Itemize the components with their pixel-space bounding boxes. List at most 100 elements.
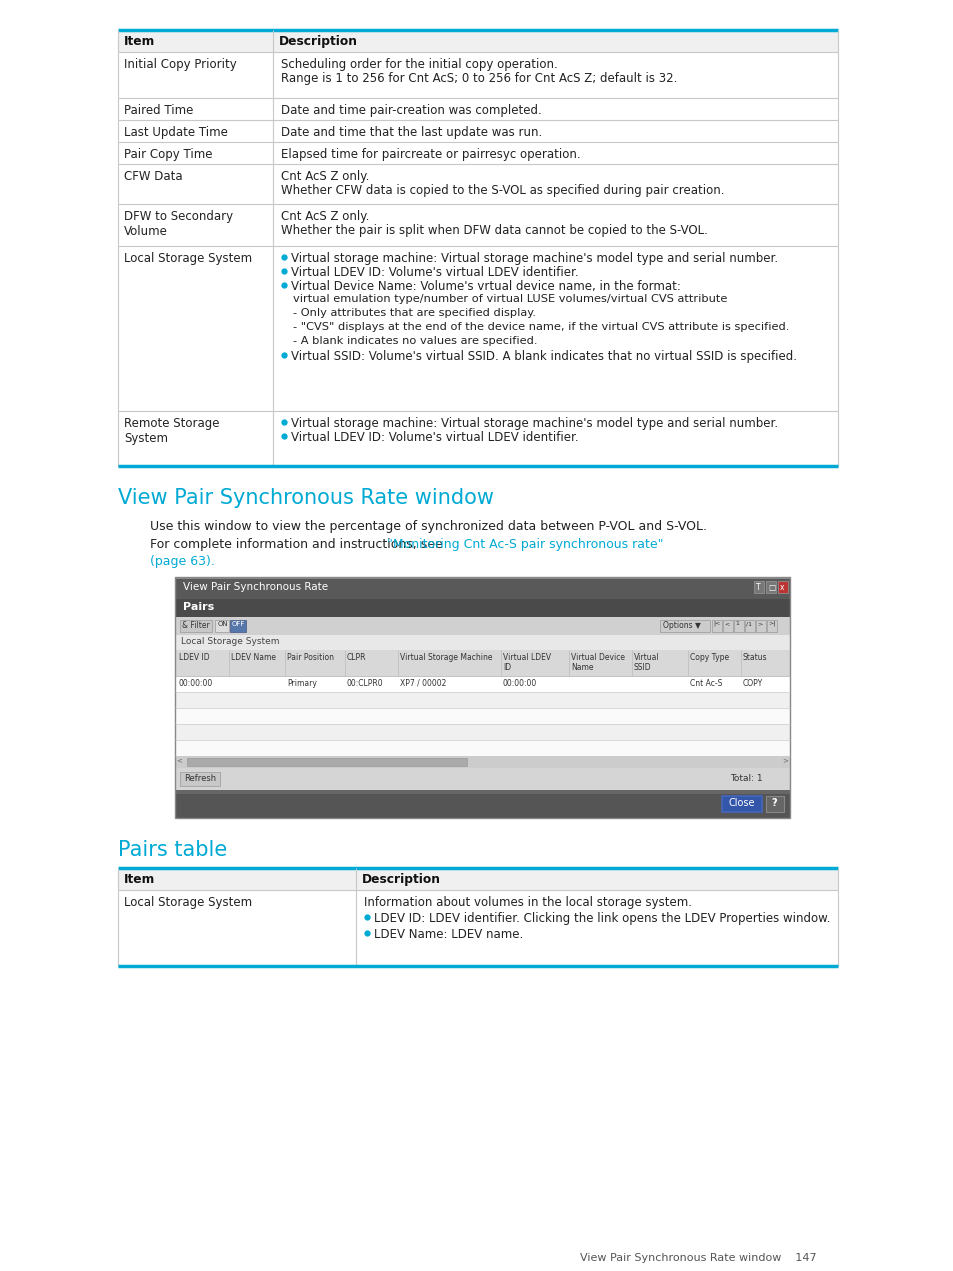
Text: Last Update Time: Last Update Time: [124, 126, 228, 139]
Text: Virtual LDEV ID: Volume's virtual LDEV identifier.: Virtual LDEV ID: Volume's virtual LDEV i…: [291, 431, 578, 444]
Bar: [174, 691, 789, 708]
Bar: [174, 577, 789, 819]
Text: virtual emulation type/number of virtual LUSE volumes/virtual CVS attribute: virtual emulation type/number of virtual…: [293, 294, 726, 304]
Text: 00:CLPR0: 00:CLPR0: [347, 679, 383, 688]
Bar: [733, 620, 743, 632]
Text: Information about volumes in the local storage system.: Information about volumes in the local s…: [363, 896, 691, 909]
Text: (page 63).: (page 63).: [150, 555, 214, 568]
Text: Local Storage System: Local Storage System: [124, 896, 252, 909]
Text: Elapsed time for paircreate or pairresyc operation.: Elapsed time for paircreate or pairresyc…: [280, 147, 579, 161]
Bar: [180, 771, 220, 785]
Bar: [755, 620, 765, 632]
Text: LDEV Name: LDEV name.: LDEV Name: LDEV name.: [374, 928, 522, 941]
Bar: [174, 768, 789, 791]
Text: Remote Storage
System: Remote Storage System: [124, 417, 219, 445]
Text: Cnt AcS Z only.: Cnt AcS Z only.: [280, 210, 369, 222]
Text: Virtual LDEV: Virtual LDEV: [502, 653, 551, 662]
Text: CFW Data: CFW Data: [124, 170, 182, 183]
Text: LDEV Name: LDEV Name: [231, 653, 275, 662]
Text: >: >: [781, 758, 787, 763]
Text: Use this window to view the percentage of synchronized data between P-VOL and S-: Use this window to view the percentage o…: [150, 520, 706, 533]
Text: <: <: [175, 758, 182, 763]
Text: Initial Copy Priority: Initial Copy Priority: [124, 58, 236, 71]
Text: Name: Name: [571, 663, 593, 672]
Bar: [230, 620, 246, 632]
Text: Pairs: Pairs: [183, 602, 214, 613]
Text: <: <: [723, 622, 729, 627]
Bar: [174, 577, 789, 580]
Text: Date and time pair-creation was completed.: Date and time pair-creation was complete…: [280, 104, 541, 117]
Bar: [187, 758, 467, 766]
Bar: [174, 649, 789, 676]
Bar: [118, 890, 837, 966]
Bar: [174, 616, 789, 636]
Bar: [722, 620, 732, 632]
Text: Pair Position: Pair Position: [287, 653, 334, 662]
Text: View Pair Synchronous Rate: View Pair Synchronous Rate: [183, 582, 328, 592]
Text: Scheduling order for the initial copy operation.: Scheduling order for the initial copy op…: [280, 58, 557, 71]
Bar: [711, 620, 721, 632]
Bar: [118, 31, 837, 52]
Text: Virtual LDEV ID: Volume's virtual LDEV identifier.: Virtual LDEV ID: Volume's virtual LDEV i…: [291, 266, 578, 280]
Text: 1: 1: [735, 622, 739, 627]
Bar: [118, 868, 837, 890]
Bar: [174, 577, 789, 599]
Text: Pair Copy Time: Pair Copy Time: [124, 147, 213, 161]
Text: Local Storage System: Local Storage System: [124, 252, 252, 264]
Text: Close: Close: [728, 798, 755, 808]
Text: Description: Description: [361, 873, 440, 886]
Text: Virtual storage machine: Virtual storage machine's model type and serial number.: Virtual storage machine: Virtual storage…: [291, 252, 777, 264]
Bar: [118, 98, 837, 119]
Text: >|: >|: [768, 622, 775, 627]
Text: ?: ?: [770, 798, 776, 808]
Text: View Pair Synchronous Rate window: View Pair Synchronous Rate window: [118, 488, 494, 508]
Text: CLPR: CLPR: [347, 653, 366, 662]
Text: ID: ID: [502, 663, 511, 672]
Text: Total: 1: Total: 1: [729, 774, 761, 783]
Text: - Only attributes that are specified display.: - Only attributes that are specified dis…: [293, 308, 536, 318]
Bar: [174, 599, 789, 616]
Text: "Monitoring Cnt Ac-S pair synchronous rate": "Monitoring Cnt Ac-S pair synchronous ra…: [387, 538, 663, 552]
Bar: [118, 164, 837, 205]
Bar: [118, 205, 837, 247]
Text: Copy Type: Copy Type: [689, 653, 728, 662]
Text: Options ▼: Options ▼: [662, 622, 700, 630]
Text: 00:00:00: 00:00:00: [179, 679, 213, 688]
Bar: [174, 724, 789, 740]
Text: View Pair Synchronous Rate window    147: View Pair Synchronous Rate window 147: [579, 1253, 816, 1263]
Bar: [118, 52, 837, 98]
Text: Paired Time: Paired Time: [124, 104, 193, 117]
Text: 00:00:00: 00:00:00: [502, 679, 537, 688]
Text: Virtual storage machine: Virtual storage machine's model type and serial number.: Virtual storage machine: Virtual storage…: [291, 417, 777, 430]
Text: Refresh: Refresh: [184, 774, 216, 783]
Bar: [766, 620, 776, 632]
Bar: [174, 708, 789, 724]
Bar: [765, 581, 775, 594]
Text: Date and time that the last update was run.: Date and time that the last update was r…: [280, 126, 541, 139]
Text: Item: Item: [124, 873, 155, 886]
Text: COPY: COPY: [742, 679, 762, 688]
Bar: [118, 142, 837, 164]
Bar: [753, 581, 763, 594]
Bar: [214, 620, 229, 632]
Text: Local Storage System: Local Storage System: [181, 637, 279, 646]
Text: ON: ON: [218, 622, 229, 627]
Text: >: >: [757, 622, 762, 627]
Text: □: □: [767, 583, 775, 592]
Text: Pairs table: Pairs table: [118, 840, 227, 860]
Text: Virtual Device: Virtual Device: [571, 653, 624, 662]
Text: SSID: SSID: [634, 663, 651, 672]
Text: /1: /1: [745, 622, 752, 627]
Text: XP7 / 00002: XP7 / 00002: [399, 679, 446, 688]
Bar: [118, 411, 837, 466]
Bar: [778, 581, 787, 594]
Bar: [174, 756, 789, 768]
Bar: [174, 791, 789, 794]
Text: T: T: [755, 583, 760, 592]
Bar: [174, 636, 789, 649]
Text: DFW to Secondary
Volume: DFW to Secondary Volume: [124, 210, 233, 238]
Text: LDEV ID: LDEV identifier. Clicking the link opens the LDEV Properties window.: LDEV ID: LDEV identifier. Clicking the l…: [374, 913, 829, 925]
Bar: [721, 796, 761, 812]
Bar: [659, 620, 709, 632]
Bar: [174, 676, 789, 691]
